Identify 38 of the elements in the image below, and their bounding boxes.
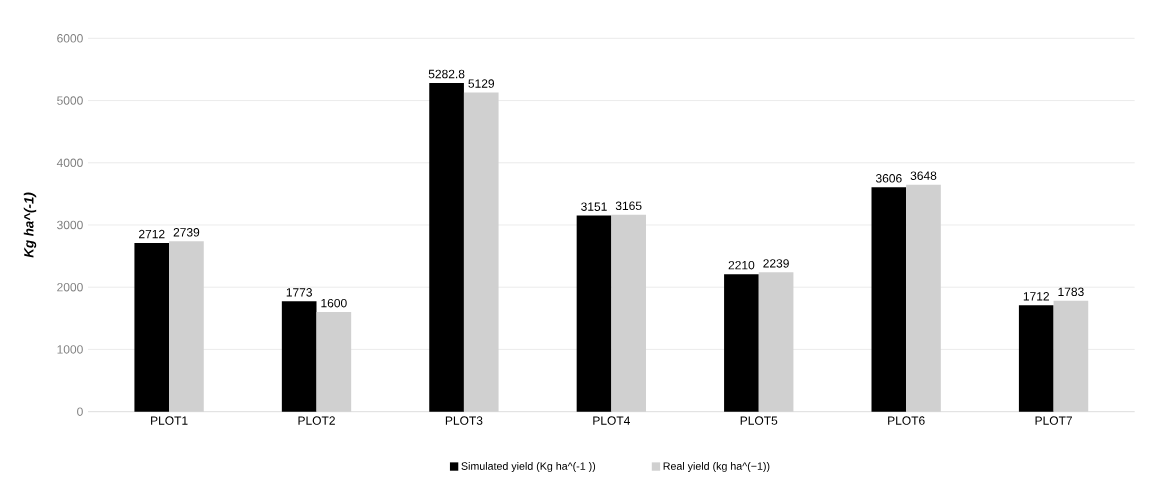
data-label: 2739 (173, 228, 200, 237)
data-label: 3165 (615, 201, 642, 211)
y-tick-label: 0 (77, 407, 83, 416)
data-label: 1712 (1023, 292, 1049, 301)
data-label: 3648 (910, 171, 937, 180)
bar (134, 242, 170, 412)
y-tick-label: 3000 (57, 220, 83, 230)
bar (1018, 305, 1054, 412)
y-axis-title: Kg ha^(-1) (23, 192, 37, 258)
bar (429, 82, 464, 412)
x-tick-label: PLOT7 (1035, 416, 1072, 425)
y-tick-label: 1000 (57, 345, 83, 354)
x-tick-label: PLOT4 (593, 416, 630, 425)
x-tick-label: PLOT2 (298, 416, 335, 425)
data-label: 1600 (321, 298, 347, 308)
bar (281, 301, 317, 412)
x-tick-label: PLOT5 (740, 416, 778, 425)
data-label: 2210 (728, 260, 755, 270)
data-label: 2239 (763, 259, 789, 268)
y-tick-label: 5000 (57, 96, 83, 105)
y-tick-label: 4000 (56, 158, 83, 168)
data-label: 3151 (581, 202, 607, 211)
data-label: 2712 (139, 229, 165, 239)
data-label: 1783 (1058, 287, 1084, 297)
data-label: 5282.8 (428, 69, 465, 79)
y-tick-label: 6000 (57, 34, 83, 43)
x-tick-label: PLOT1 (151, 416, 188, 425)
legend-label: Simulated yield (Kg ha^(-1 )) (461, 462, 596, 472)
data-label: 5129 (468, 79, 495, 88)
x-tick-label: PLOT6 (888, 416, 925, 425)
y-tick-label: 2000 (57, 282, 83, 292)
bar (576, 215, 612, 412)
x-tick-label: PLOT3 (445, 416, 483, 425)
data-label: 1773 (286, 288, 312, 297)
legend-label: Real yield (kg ha^(−1)) (663, 462, 770, 472)
bar (724, 274, 759, 412)
data-label: 3606 (875, 174, 902, 183)
bar (871, 187, 907, 412)
